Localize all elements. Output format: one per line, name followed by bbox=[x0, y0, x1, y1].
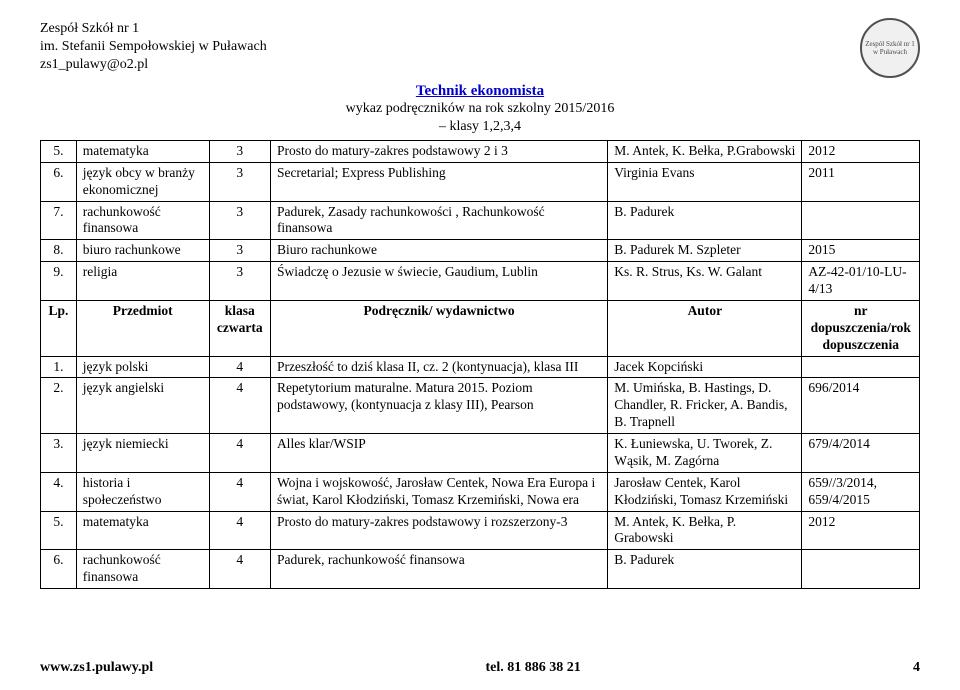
title-main: Technik ekonomista bbox=[40, 83, 920, 100]
cell-nr: 696/2014 bbox=[802, 378, 920, 434]
cell-cls: 4 bbox=[209, 356, 270, 378]
cell-author: K. Łuniewska, U. Tworek, Z. Wąsik, M. Za… bbox=[608, 434, 802, 473]
cell-subject: matematyka bbox=[76, 140, 209, 162]
cell-cls: 3 bbox=[209, 162, 270, 201]
col-class: klasa czwarta bbox=[209, 300, 270, 356]
table-row: 5.matematyka4Prosto do matury-zakres pod… bbox=[41, 511, 920, 550]
cell-subject: język obcy w branży ekonomicznej bbox=[76, 162, 209, 201]
cell-book: Padurek, rachunkowość finansowa bbox=[270, 550, 607, 589]
table-row: 6.rachunkowość finansowa4Padurek, rachun… bbox=[41, 550, 920, 589]
cell-cls: 3 bbox=[209, 262, 270, 301]
cell-book: Przeszłość to dziś klasa II, cz. 2 (kont… bbox=[270, 356, 607, 378]
cell-subject: religia bbox=[76, 262, 209, 301]
footer-page: 4 bbox=[913, 660, 920, 676]
cell-author: Ks. R. Strus, Ks. W. Galant bbox=[608, 262, 802, 301]
school-email: zs1_pulawy@o2.pl bbox=[40, 56, 920, 74]
cell-book: Biuro rachunkowe bbox=[270, 240, 607, 262]
cell-lp: 5. bbox=[41, 511, 77, 550]
cell-author: Jacek Kopciński bbox=[608, 356, 802, 378]
cell-cls: 4 bbox=[209, 378, 270, 434]
school-logo: Zespół Szkół nr 1 w Puławach bbox=[860, 18, 920, 78]
cell-nr: 659//3/2014, 659/4/2015 bbox=[802, 472, 920, 511]
cell-lp: 7. bbox=[41, 201, 77, 240]
cell-cls: 4 bbox=[209, 511, 270, 550]
cell-book: Padurek, Zasady rachunkowości , Rachunko… bbox=[270, 201, 607, 240]
cell-lp: 4. bbox=[41, 472, 77, 511]
cell-lp: 2. bbox=[41, 378, 77, 434]
cell-lp: 6. bbox=[41, 550, 77, 589]
cell-author: Virginia Evans bbox=[608, 162, 802, 201]
cell-author: M. Antek, K. Bełka, P. Grabowski bbox=[608, 511, 802, 550]
cell-author: B. Padurek M. Szpleter bbox=[608, 240, 802, 262]
table-row: 6.język obcy w branży ekonomicznej3Secre… bbox=[41, 162, 920, 201]
cell-book: Secretarial; Express Publishing bbox=[270, 162, 607, 201]
table-row: 5.matematyka3Prosto do matury-zakres pod… bbox=[41, 140, 920, 162]
document-title: Technik ekonomista wykaz podręczników na… bbox=[40, 83, 920, 136]
cell-nr bbox=[802, 201, 920, 240]
col-book: Podręcznik/ wydawnictwo bbox=[270, 300, 607, 356]
cell-nr: 2015 bbox=[802, 240, 920, 262]
school-line1: Zespół Szkół nr 1 bbox=[40, 20, 920, 38]
cell-cls: 4 bbox=[209, 550, 270, 589]
cell-author: B. Padurek bbox=[608, 550, 802, 589]
cell-book: Repetytorium maturalne. Matura 2015. Poz… bbox=[270, 378, 607, 434]
table-row: 8.biuro rachunkowe3Biuro rachunkoweB. Pa… bbox=[41, 240, 920, 262]
cell-subject: język polski bbox=[76, 356, 209, 378]
cell-book: Wojna i wojskowość, Jarosław Centek, Now… bbox=[270, 472, 607, 511]
cell-cls: 3 bbox=[209, 240, 270, 262]
page-footer: www.zs1.pulawy.pl tel. 81 886 38 21 4 bbox=[0, 660, 960, 676]
cell-cls: 3 bbox=[209, 201, 270, 240]
cell-cls: 3 bbox=[209, 140, 270, 162]
table-row: 1.język polski4Przeszłość to dziś klasa … bbox=[41, 356, 920, 378]
cell-nr: AZ-42-01/10-LU-4/13 bbox=[802, 262, 920, 301]
cell-author: Jarosław Centek, Karol Kłodziński, Tomas… bbox=[608, 472, 802, 511]
table-row: 9.religia3Świadczę o Jezusie w świecie, … bbox=[41, 262, 920, 301]
cell-subject: biuro rachunkowe bbox=[76, 240, 209, 262]
table-row: 4.historia i społeczeństwo4Wojna i wojsk… bbox=[41, 472, 920, 511]
cell-subject: rachunkowość finansowa bbox=[76, 550, 209, 589]
cell-subject: język niemiecki bbox=[76, 434, 209, 473]
cell-nr: 2011 bbox=[802, 162, 920, 201]
table-row: 7.rachunkowość finansowa3Padurek, Zasady… bbox=[41, 201, 920, 240]
title-sub2: – klasy 1,2,3,4 bbox=[40, 118, 920, 136]
cell-nr: 2012 bbox=[802, 511, 920, 550]
cell-subject: matematyka bbox=[76, 511, 209, 550]
footer-tel: tel. 81 886 38 21 bbox=[485, 660, 580, 676]
cell-subject: historia i społeczeństwo bbox=[76, 472, 209, 511]
cell-nr: 679/4/2014 bbox=[802, 434, 920, 473]
cell-book: Alles klar/WSIP bbox=[270, 434, 607, 473]
cell-lp: 6. bbox=[41, 162, 77, 201]
cell-subject: rachunkowość finansowa bbox=[76, 201, 209, 240]
table-header-row: Lp. Przedmiot klasa czwarta Podręcznik/ … bbox=[41, 300, 920, 356]
table-row: 2.język angielski4Repetytorium maturalne… bbox=[41, 378, 920, 434]
cell-nr bbox=[802, 356, 920, 378]
col-author: Autor bbox=[608, 300, 802, 356]
cell-book: Prosto do matury-zakres podstawowy i roz… bbox=[270, 511, 607, 550]
title-sub1: wykaz podręczników na rok szkolny 2015/2… bbox=[40, 100, 920, 118]
school-line2: im. Stefanii Sempołowskiej w Puławach bbox=[40, 38, 920, 56]
cell-cls: 4 bbox=[209, 472, 270, 511]
col-nr: nr dopuszczenia/rok dopuszczenia bbox=[802, 300, 920, 356]
cell-book: Świadczę o Jezusie w świecie, Gaudium, L… bbox=[270, 262, 607, 301]
cell-lp: 3. bbox=[41, 434, 77, 473]
cell-cls: 4 bbox=[209, 434, 270, 473]
cell-book: Prosto do matury-zakres podstawowy 2 i 3 bbox=[270, 140, 607, 162]
cell-author: M. Umińska, B. Hastings, D. Chandler, R.… bbox=[608, 378, 802, 434]
cell-lp: 8. bbox=[41, 240, 77, 262]
footer-url: www.zs1.pulawy.pl bbox=[40, 660, 153, 676]
cell-lp: 1. bbox=[41, 356, 77, 378]
cell-author: B. Padurek bbox=[608, 201, 802, 240]
cell-author: M. Antek, K. Bełka, P.Grabowski bbox=[608, 140, 802, 162]
cell-nr: 2012 bbox=[802, 140, 920, 162]
col-subject: Przedmiot bbox=[76, 300, 209, 356]
textbook-table: 5.matematyka3Prosto do matury-zakres pod… bbox=[40, 140, 920, 589]
school-header: Zespół Szkół nr 1 im. Stefanii Sempołows… bbox=[40, 20, 920, 75]
cell-nr bbox=[802, 550, 920, 589]
table-row: 3.język niemiecki4Alles klar/WSIPK. Łuni… bbox=[41, 434, 920, 473]
cell-lp: 9. bbox=[41, 262, 77, 301]
logo-text: Zespół Szkół nr 1 w Puławach bbox=[862, 40, 918, 56]
col-lp: Lp. bbox=[41, 300, 77, 356]
cell-subject: język angielski bbox=[76, 378, 209, 434]
cell-lp: 5. bbox=[41, 140, 77, 162]
